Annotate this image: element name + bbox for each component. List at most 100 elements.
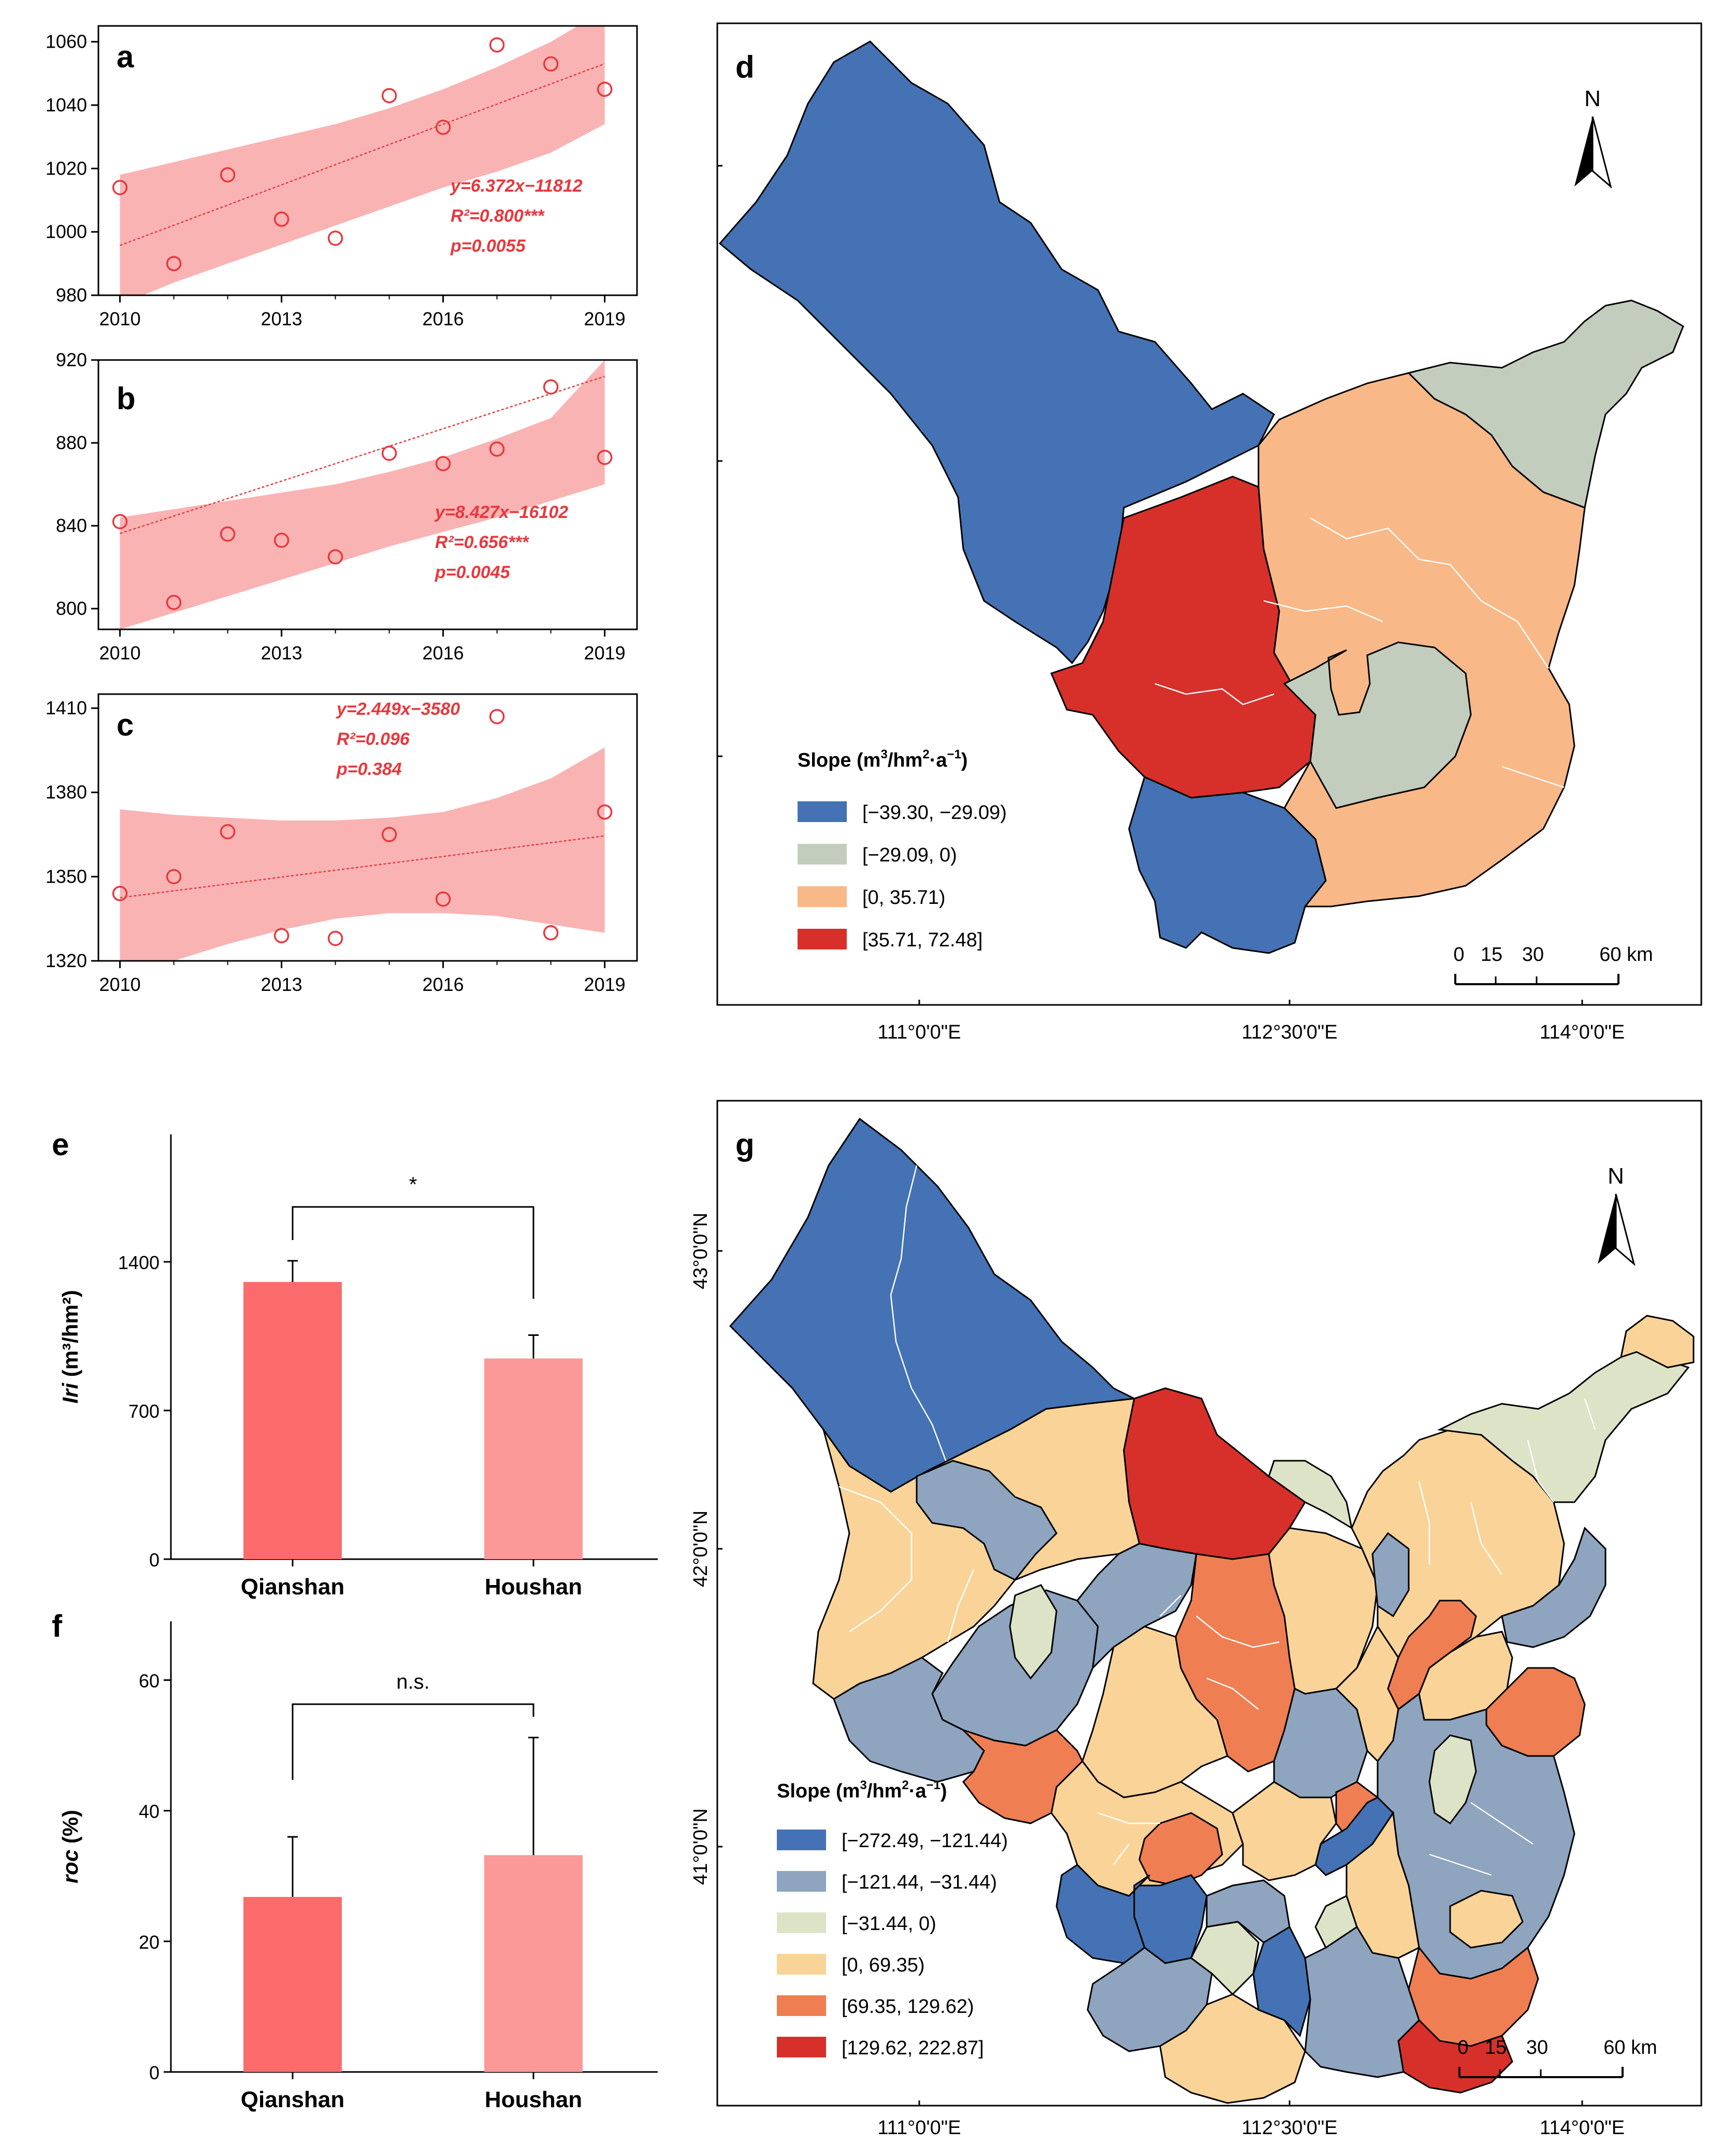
map-g-lat-label: 42°0'0"N	[690, 1510, 712, 1587]
x-tick-label: 2019	[584, 308, 626, 329]
x-tick-label: 2010	[99, 974, 141, 995]
y-axis-unit: (%)	[58, 1810, 82, 1844]
legend-swatch	[777, 1871, 826, 1892]
data-point	[435, 891, 451, 907]
legend-item-label: [69.35, 129.62)	[842, 1996, 974, 2018]
map-g-region-center-orange-light	[1081, 1625, 1228, 1798]
bar-panel-e: 0 700 1400 Qianshan Houshan * e Iri (m³/hm²)	[52, 1127, 658, 1600]
legend-item-label: [0, 35.71)	[862, 887, 946, 909]
panel-label: f	[52, 1609, 63, 1644]
data-point	[597, 804, 613, 820]
map-d-boundary	[1501, 766, 1565, 788]
map-g-boundary	[890, 1165, 949, 1466]
legend-item-label: [35.71, 72.48]	[862, 929, 982, 951]
y-tick-label: 840	[56, 515, 87, 536]
map-d-region-blue-north	[718, 40, 1275, 665]
y-tick-label: 1410	[46, 697, 87, 718]
regression-equation: y=6.372x−11812	[450, 176, 583, 196]
map-g-region-center-orange3	[1232, 1781, 1337, 1881]
x-tick-label: 2019	[584, 642, 626, 664]
x-tick-label: 2010	[99, 308, 141, 329]
y-tick-label: 1000	[46, 221, 87, 242]
map-g-legend-title: Slope (m3/hm2·a−1)	[777, 1778, 947, 1802]
scale-label: 0	[1457, 2037, 1468, 2058]
map-g-region-se-green	[1428, 1734, 1477, 1825]
x-tick-label: 2016	[423, 642, 464, 664]
data-point	[112, 514, 128, 529]
map-g-region-se-orange2	[1449, 1890, 1524, 1949]
map-d-legend: Slope (m3/hm2·a−1) [−39.30, −29.09)[−29.…	[798, 747, 1007, 951]
y-tick-label: 980	[56, 284, 87, 306]
scale-label: 0	[1453, 944, 1464, 966]
confidence-band	[120, 747, 605, 961]
map-d-region-grey-north	[1407, 299, 1684, 509]
bar	[243, 1897, 342, 2072]
map-g-region-ne-orange-tip	[1620, 1315, 1695, 1369]
significance-bracket	[292, 1703, 534, 1780]
y-tick-label: 1320	[46, 950, 87, 971]
map-d-boundary	[1310, 517, 1550, 669]
regression-equation: y=2.449x−3580	[336, 699, 460, 719]
y-axis-label: Iri (m³/hm²)	[58, 1290, 82, 1403]
map-d-boundary	[1263, 600, 1383, 623]
legend-swatch	[798, 886, 847, 907]
map-g-region-south-center-grey	[1304, 1925, 1420, 2078]
panel-label: c	[117, 708, 134, 742]
map-d-region-grey-center	[1283, 641, 1472, 809]
legend-item-label: [−39.30, −29.09)	[862, 802, 1007, 824]
data-point	[381, 827, 397, 842]
legend-swatch	[777, 1912, 826, 1933]
panel-label: b	[117, 381, 136, 416]
category-label: Qianshan	[241, 2087, 345, 2112]
data-point	[273, 532, 290, 548]
regression-equation: R²=0.096	[337, 729, 410, 749]
scale-label: 30	[1526, 2037, 1548, 2058]
data-point	[597, 81, 613, 97]
data-point	[327, 549, 343, 565]
confidence-band	[120, 26, 605, 295]
map-g-region-west-green	[1009, 1584, 1058, 1680]
data-point	[543, 56, 559, 72]
map-d-scale-bar: 0 15 30 60 km	[1453, 944, 1653, 985]
panel-label: e	[52, 1127, 69, 1162]
y-tick-label: 0	[149, 2062, 160, 2083]
y-tick-label: 40	[139, 1801, 160, 1822]
significance-label: n.s.	[396, 1671, 429, 1693]
y-tick-label: 1350	[46, 866, 87, 887]
scatter-panel-c: 2010 2013 2016 2019 1320 1350 1380 1410 c y=2.449…	[46, 693, 638, 995]
bar	[484, 1358, 583, 1559]
legend-item-label: [−121.44, −31.44)	[842, 1872, 997, 1893]
y-tick-label: 920	[56, 349, 87, 370]
legend-swatch	[798, 929, 847, 949]
map-g-label: g	[735, 1127, 755, 1162]
map-panel-d: d N Slope (m3/hm2·a−1) [−39.30, −29.09)[…	[716, 22, 1702, 1043]
map-d-lon-label: 112°30'0"E	[1241, 1021, 1337, 1043]
map-g-lat-label: 43°0'0"N	[690, 1213, 712, 1289]
data-point	[112, 886, 128, 901]
plot-frame	[97, 693, 638, 962]
regression-equation: R²=0.800***	[451, 206, 545, 226]
map-g-lon-label: 114°0'0"E	[1540, 2117, 1625, 2139]
map-d-north-arrow: N	[1574, 86, 1612, 189]
map-g-lon-label: 111°0'0"E	[877, 2117, 961, 2139]
legend-item-label: [−272.49, −121.44)	[842, 1830, 1008, 1852]
y-tick-label: 20	[139, 1932, 160, 1953]
fit-line	[120, 63, 605, 247]
legend-swatch	[777, 1954, 826, 1975]
scale-label: 30	[1522, 944, 1544, 966]
scatter-panel-a: 2010 2013 2016 2019 980 1000 1020 1040 1060 a y=6.…	[46, 25, 638, 329]
data-point	[489, 441, 505, 457]
significance-bracket	[292, 1206, 534, 1299]
y-axis-label: roc (%)	[58, 1810, 82, 1883]
scale-label: 15	[1481, 944, 1502, 966]
map-g-boundaries	[838, 1398, 1596, 1876]
significance-label: *	[409, 1173, 417, 1196]
y-tick-label: 880	[56, 432, 87, 453]
data-point	[489, 709, 505, 725]
map-d-lon-label: 111°0'0"E	[877, 1021, 961, 1043]
legend-item-label: [0, 69.35)	[842, 1954, 925, 1976]
data-point	[273, 928, 290, 943]
data-point	[597, 450, 613, 465]
x-tick-label: 2013	[261, 974, 302, 995]
